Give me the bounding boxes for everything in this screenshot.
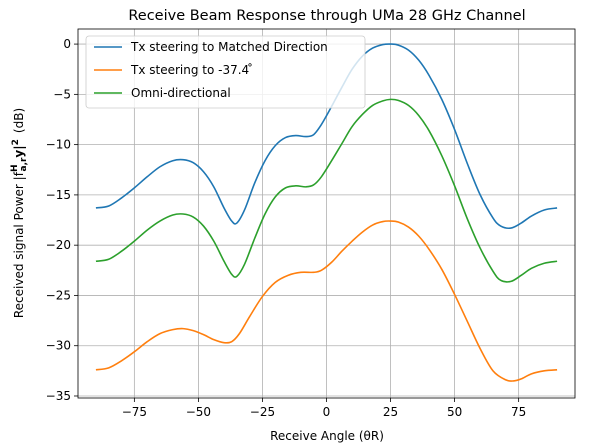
y-axis-label-main: Received signal Power |f [12,171,26,318]
y-tick-label: −10 [46,138,71,152]
series-group [95,43,558,382]
y-tick-label: −20 [46,238,71,252]
x-tick-label: 75 [511,405,526,419]
y-tick-label: −15 [46,188,71,202]
y-axis-label-unit: (dB) [12,108,26,133]
legend-box [85,35,366,109]
y-tick-label: 0 [63,37,71,51]
y-tick-label: −30 [46,339,71,353]
x-tick-label: 25 [383,405,398,419]
y-axis-label: Received signal Power |fHa,ry|2 (dB) [10,108,29,318]
legend-label-2: Tx steering to -37.4 ̊ [130,62,253,77]
y-tick-label: −5 [53,87,71,101]
chart-title: Receive Beam Response through UMa 28 GHz… [128,8,525,24]
series-line-3 [95,98,558,283]
y-axis-label-exp: 2 [11,139,21,145]
x-axis-label: Receive Angle (θR) [270,429,384,443]
y-tick-label: −35 [46,389,71,403]
legend: Tx steering to Matched Direction Tx steer… [85,35,366,109]
x-tick-label: −50 [186,405,211,419]
legend-label-1: Tx steering to Matched Direction [130,40,328,54]
y-axis-label-sub: a,r [19,157,29,171]
y-tick-label: −25 [46,288,71,302]
x-tick-label: −75 [122,405,147,419]
y-axis-label-sup: H [10,165,20,173]
x-tick-label: 0 [323,405,331,419]
legend-label-3: Omni-directional [131,86,231,100]
y-axis-label-tail: y| [12,145,26,157]
series-line-1 [95,43,558,230]
x-axis-ticks: −75 −50 −25 0 25 50 75 [122,398,526,419]
x-tick-label: 50 [447,405,462,419]
series-line-2 [95,220,558,382]
y-axis-ticks: 0 −5 −10 −15 −20 −25 −30 −35 [46,37,78,403]
x-tick-label: −25 [250,405,275,419]
